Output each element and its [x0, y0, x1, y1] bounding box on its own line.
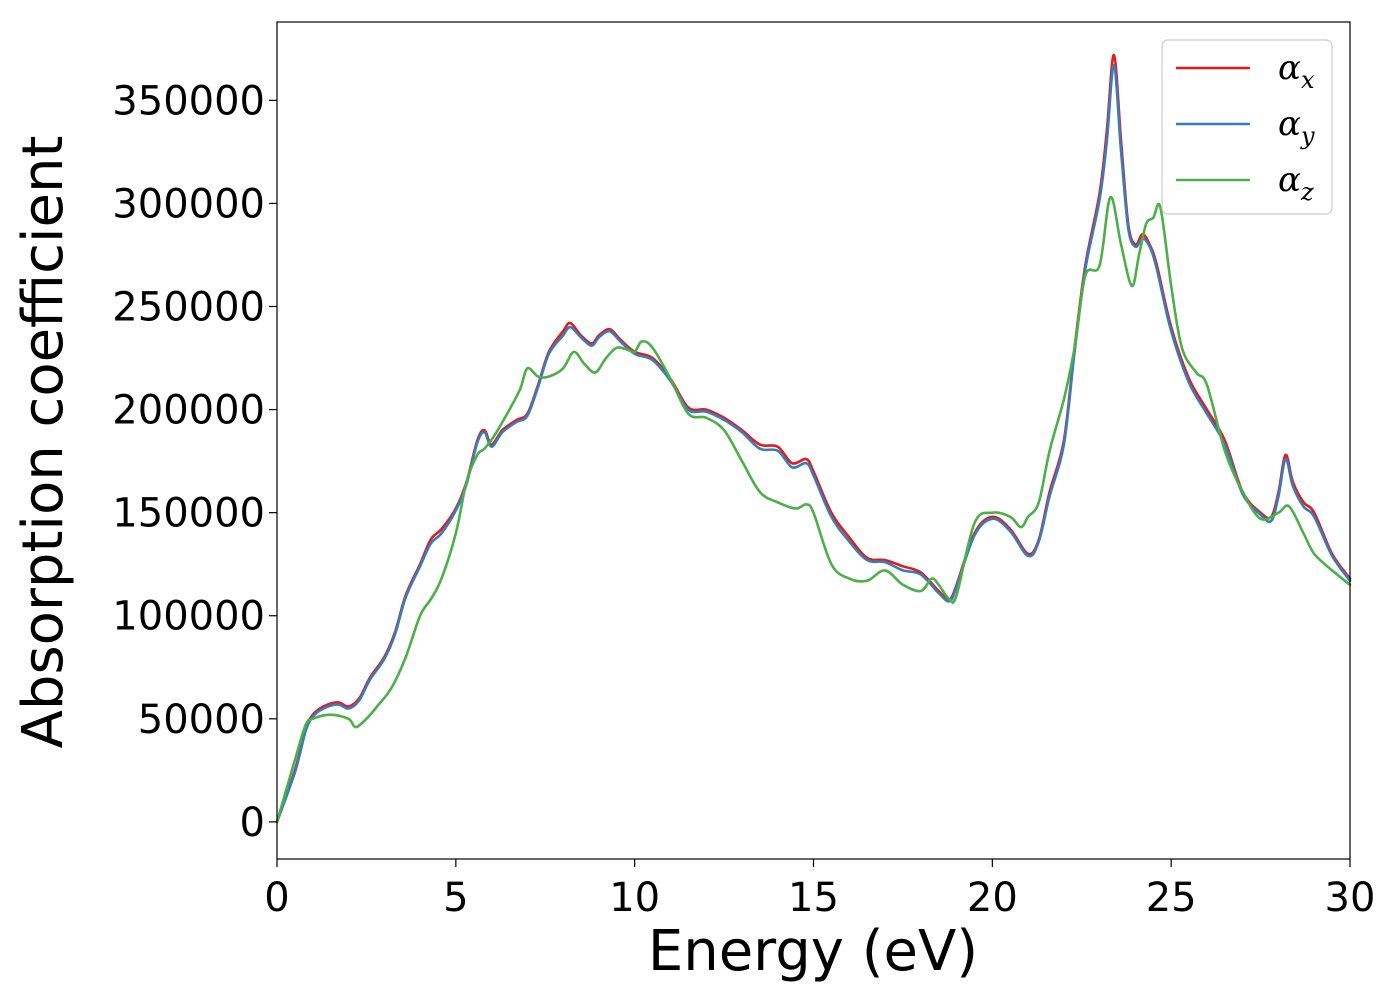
series-line-alpha-z — [275, 195, 1352, 824]
y-tick-label: 350000 — [112, 78, 265, 124]
y-tick-label: 250000 — [112, 284, 265, 330]
x-tick-label: 15 — [788, 875, 839, 921]
x-tick-label: 5 — [443, 875, 468, 921]
x-tick-label: 30 — [1325, 875, 1376, 921]
legend-box — [1161, 39, 1333, 215]
y-tick-label: 300000 — [112, 181, 265, 227]
x-tick-label: 25 — [1146, 875, 1197, 921]
legend-label-alpha-y: αy — [1278, 104, 1315, 150]
x-tick-label: 10 — [609, 875, 660, 921]
y-tick-label: 200000 — [112, 388, 265, 434]
y-axis-title: Absorption coefficient — [11, 136, 76, 749]
y-tick-label: 150000 — [112, 491, 265, 537]
y-tick-label: 100000 — [112, 594, 265, 640]
legend-label-alpha-z: αz — [1278, 160, 1314, 206]
y-tick-label: 50000 — [138, 697, 265, 743]
x-tick-label: 0 — [264, 875, 289, 921]
y-axis-ticks: 0 50000 100000 150000 200000 250000 300000 3500… — [112, 78, 277, 846]
legend-label-alpha-x: αx — [1278, 48, 1315, 94]
legend: αx αy αz — [1161, 39, 1333, 215]
x-axis-ticks: 0 5 10 15 20 25 30 — [264, 859, 1375, 921]
plot-lines — [275, 53, 1352, 824]
x-tick-label: 20 — [967, 875, 1018, 921]
y-tick-label: 0 — [240, 800, 265, 846]
series-line-alpha-y — [275, 63, 1352, 824]
x-axis-title: Energy (eV) — [648, 919, 978, 984]
